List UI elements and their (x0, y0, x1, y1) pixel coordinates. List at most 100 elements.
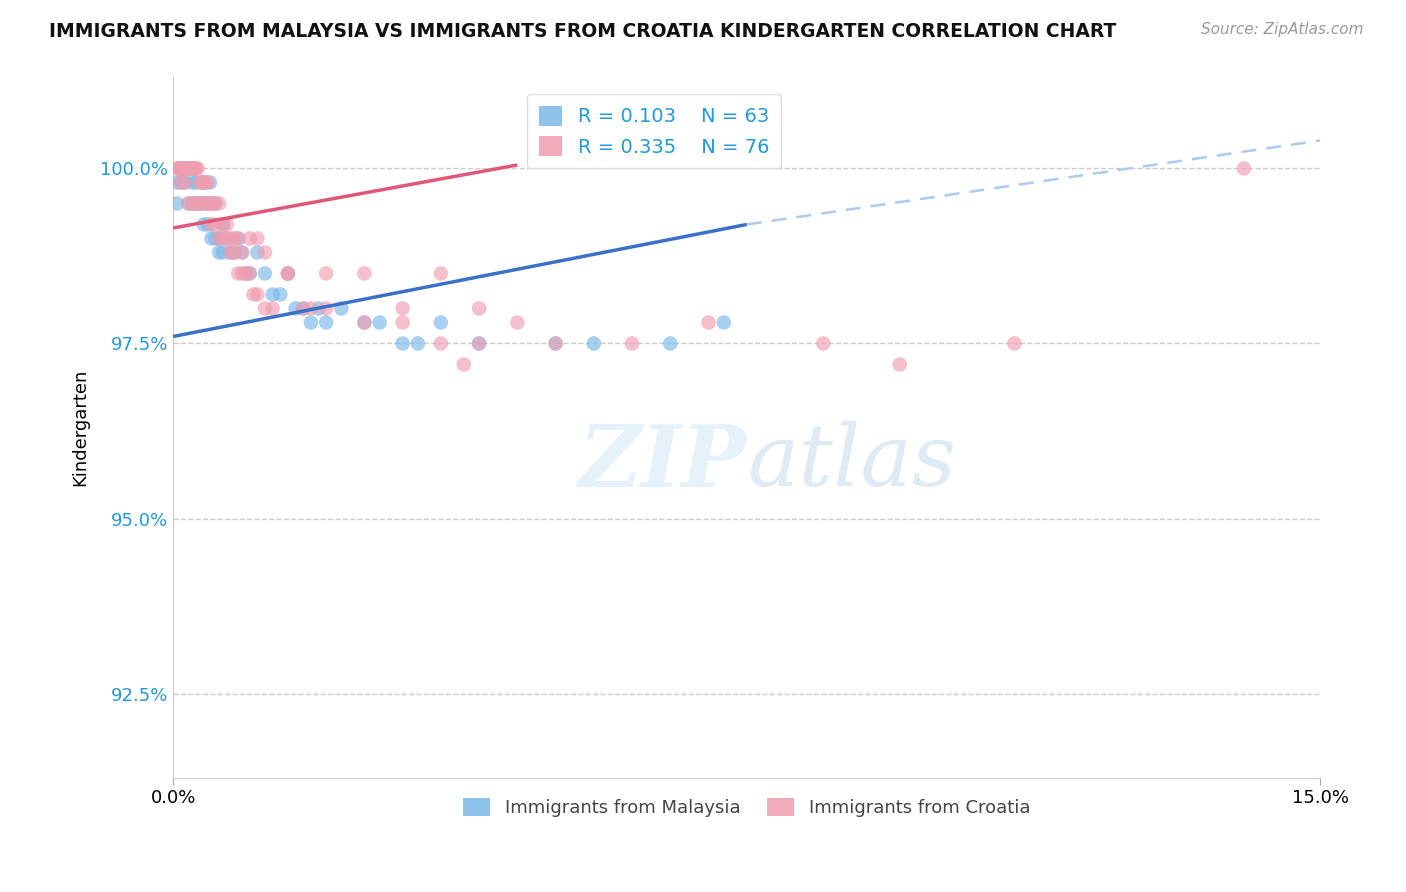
Point (176, 161, 198, 176)
Point (188, 196, 211, 211)
Point (262, 301, 284, 316)
Point (1002, 336, 1025, 351)
Point (353, 316, 375, 330)
Point (208, 196, 231, 211)
Point (176, 161, 198, 176)
Point (193, 176, 215, 190)
Point (215, 218, 238, 232)
Point (231, 245, 253, 260)
Point (242, 287, 264, 301)
Point (391, 316, 413, 330)
Point (212, 218, 235, 232)
Point (277, 267, 299, 281)
Point (198, 176, 221, 190)
Point (172, 161, 194, 176)
Point (197, 196, 219, 211)
Point (406, 336, 429, 351)
Point (235, 267, 257, 281)
Point (219, 231, 242, 245)
Point (299, 301, 322, 316)
Y-axis label: Kindergarten: Kindergarten (72, 368, 89, 486)
Point (239, 231, 262, 245)
Point (239, 267, 262, 281)
Point (188, 196, 211, 211)
Text: ZIP: ZIP (579, 421, 747, 504)
Point (169, 161, 191, 176)
Point (468, 336, 491, 351)
Point (169, 161, 191, 176)
Point (315, 267, 337, 281)
Point (193, 176, 215, 190)
Point (212, 245, 235, 260)
Point (246, 245, 269, 260)
Point (170, 161, 193, 176)
Point (186, 161, 208, 176)
Point (544, 336, 567, 351)
Point (292, 301, 315, 316)
Text: Source: ZipAtlas.com: Source: ZipAtlas.com (1201, 22, 1364, 37)
Point (231, 267, 253, 281)
Point (262, 287, 284, 301)
Point (177, 161, 200, 176)
Point (173, 161, 195, 176)
Point (697, 316, 720, 330)
Point (188, 176, 211, 190)
Point (224, 231, 246, 245)
Point (177, 196, 200, 211)
Point (468, 336, 491, 351)
Point (430, 267, 453, 281)
Point (179, 161, 201, 176)
Point (200, 231, 222, 245)
Point (208, 245, 231, 260)
Point (235, 267, 257, 281)
Point (215, 231, 238, 245)
Point (621, 336, 644, 351)
Point (506, 316, 529, 330)
Point (224, 245, 246, 260)
Point (186, 196, 208, 211)
Point (194, 176, 217, 190)
Point (166, 161, 188, 176)
Point (269, 287, 291, 301)
Point (284, 301, 307, 316)
Point (353, 267, 375, 281)
Point (713, 316, 735, 330)
Point (187, 196, 209, 211)
Point (204, 196, 226, 211)
Point (173, 161, 195, 176)
Point (226, 231, 249, 245)
Point (200, 196, 222, 211)
Point (197, 218, 219, 232)
Point (188, 196, 211, 211)
Point (186, 176, 208, 190)
Point (183, 161, 205, 176)
Text: IMMIGRANTS FROM MALAYSIA VS IMMIGRANTS FROM CROATIA KINDERGARTEN CORRELATION CHA: IMMIGRANTS FROM MALAYSIA VS IMMIGRANTS F… (49, 22, 1116, 41)
Point (430, 316, 453, 330)
Point (177, 161, 200, 176)
Point (430, 336, 453, 351)
Point (191, 176, 214, 190)
Point (181, 196, 204, 211)
Point (181, 196, 204, 211)
Point (208, 231, 231, 245)
Point (813, 336, 835, 351)
Point (193, 196, 215, 211)
Point (212, 231, 235, 245)
Point (391, 336, 413, 351)
Point (170, 176, 193, 190)
Point (453, 358, 475, 372)
Point (246, 231, 269, 245)
Point (253, 267, 276, 281)
Point (239, 267, 262, 281)
Point (277, 267, 299, 281)
Point (191, 176, 214, 190)
Point (179, 161, 201, 176)
Point (204, 196, 226, 211)
Point (308, 301, 330, 316)
Point (181, 176, 204, 190)
Point (170, 161, 193, 176)
Point (277, 267, 299, 281)
Point (187, 161, 209, 176)
Point (659, 336, 682, 351)
Legend: Immigrants from Malaysia, Immigrants from Croatia: Immigrants from Malaysia, Immigrants fro… (456, 790, 1038, 824)
